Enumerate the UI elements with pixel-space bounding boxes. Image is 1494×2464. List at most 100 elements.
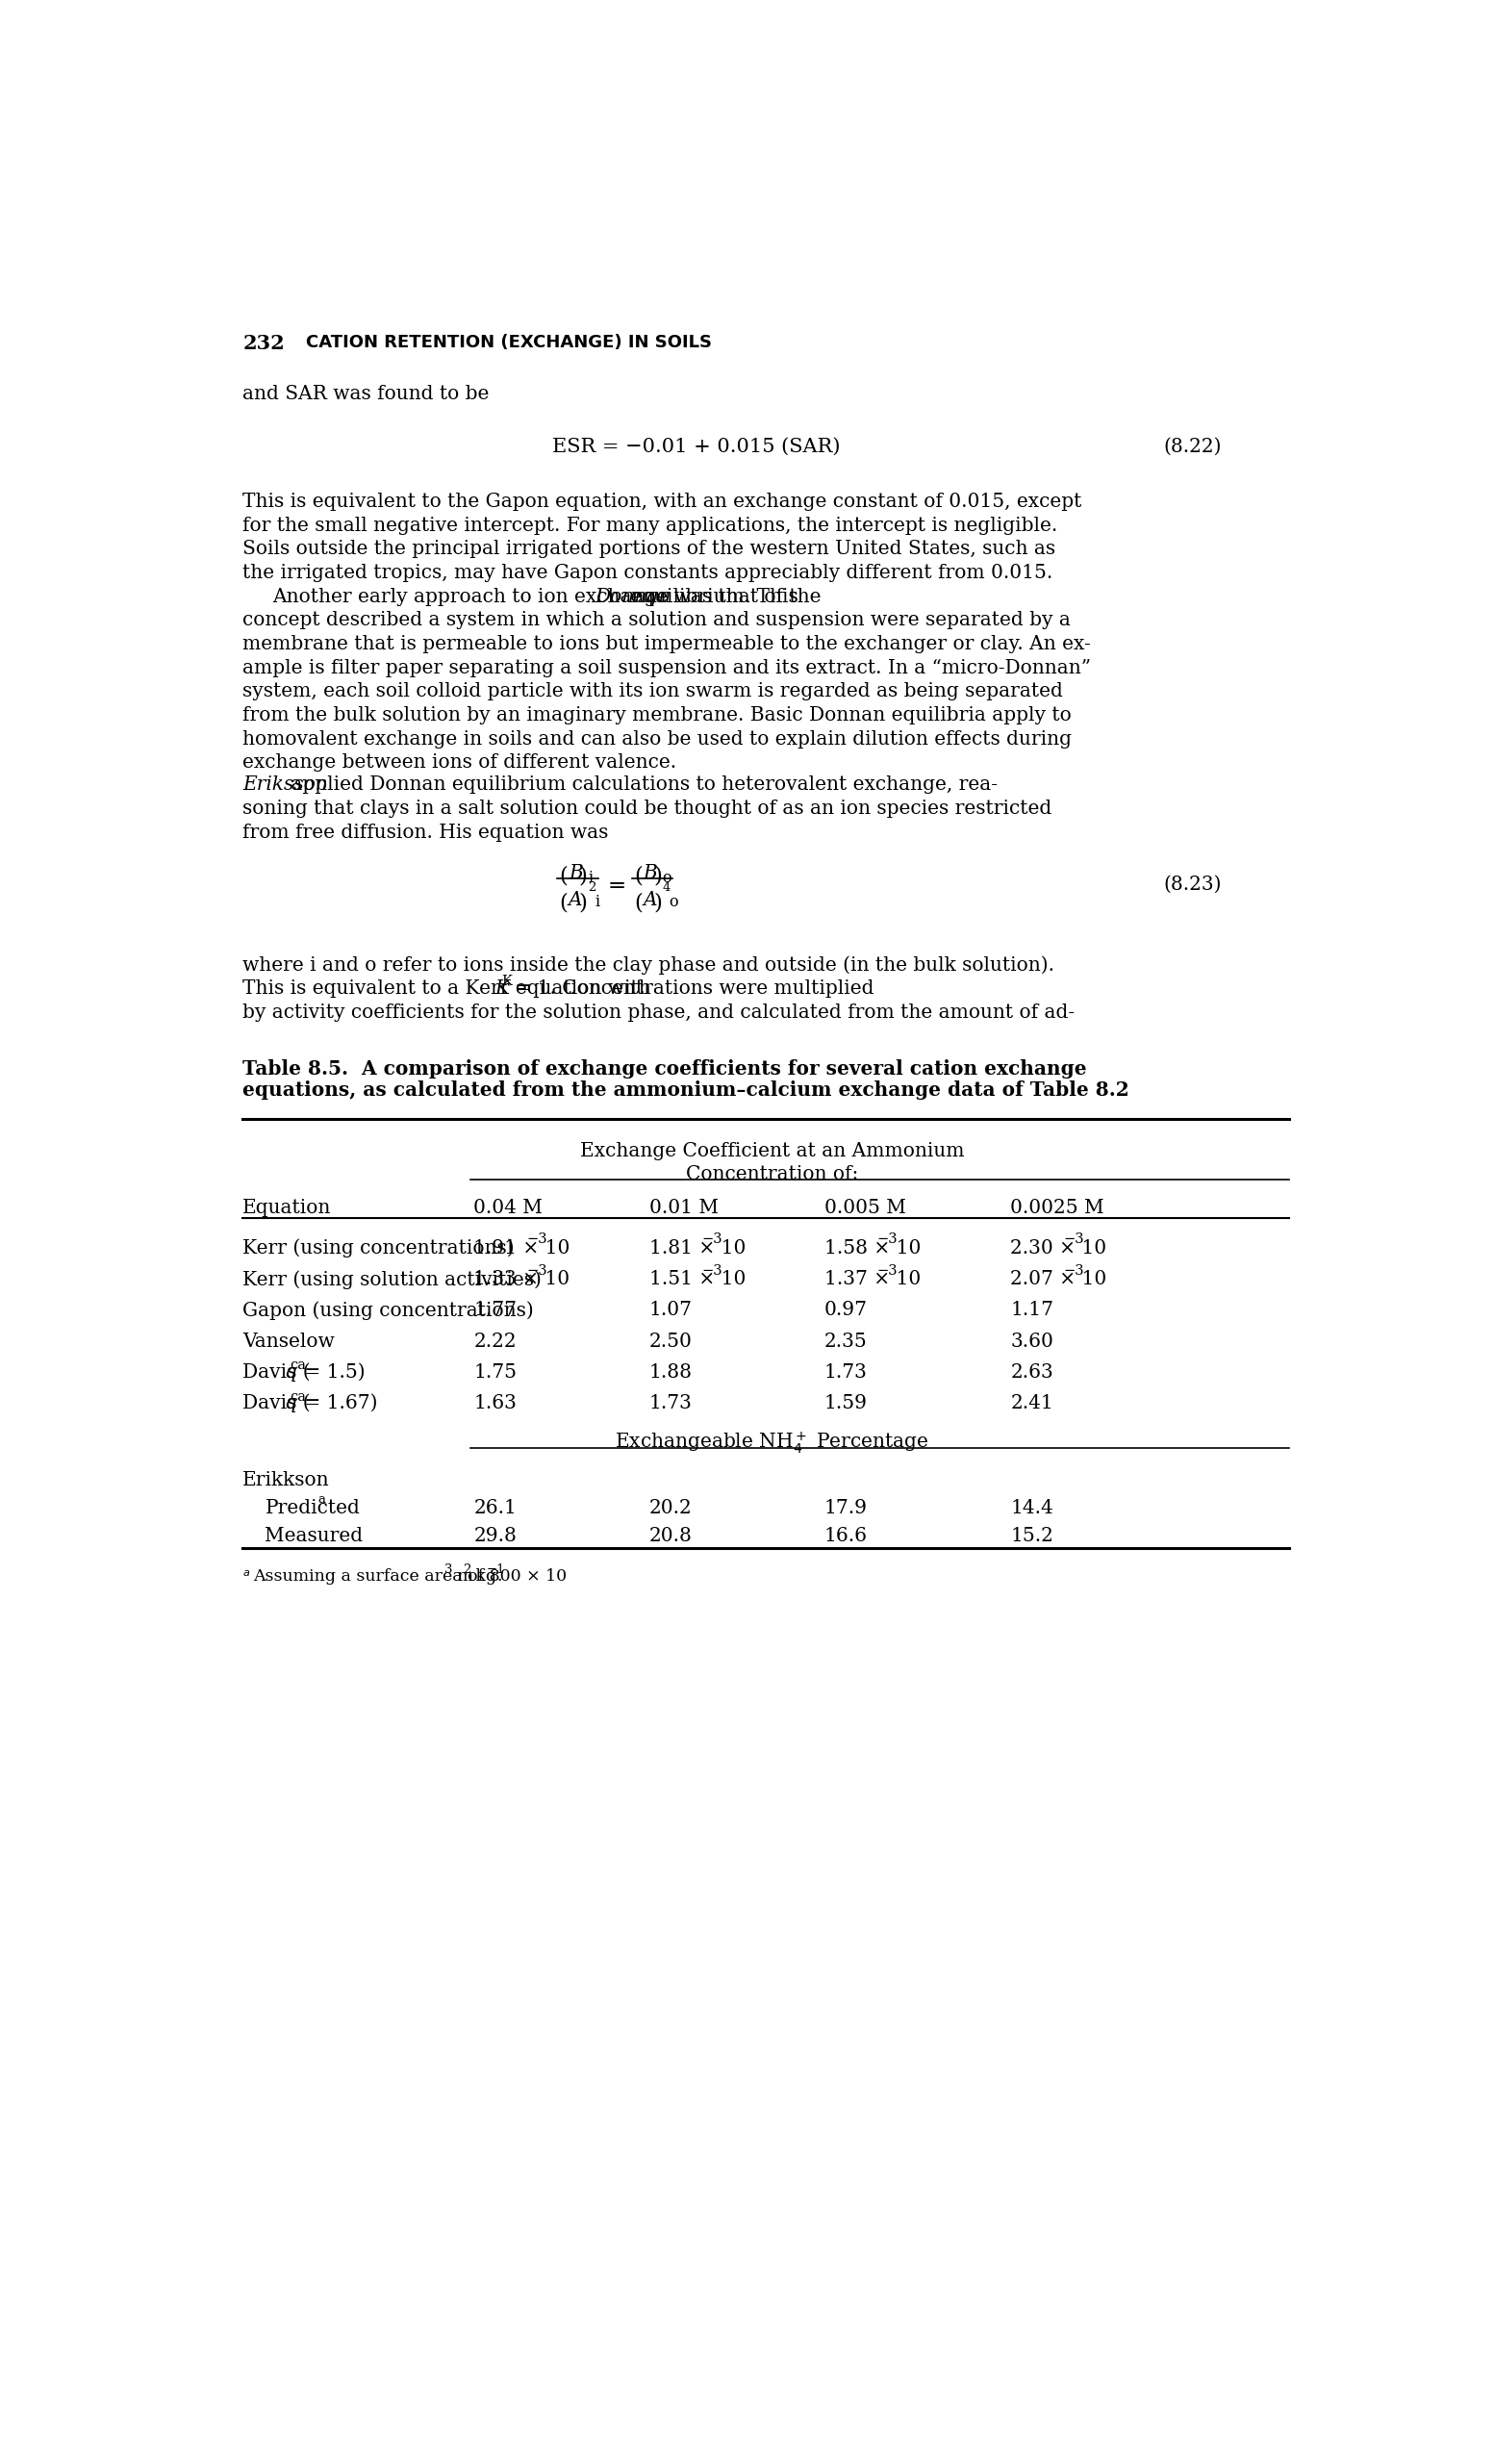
Text: 1.63: 1.63: [474, 1395, 517, 1412]
Text: from free diffusion. His equation was: from free diffusion. His equation was: [242, 823, 608, 840]
Text: (: (: [560, 865, 568, 887]
Text: −3: −3: [526, 1232, 547, 1247]
Text: 3: 3: [445, 1562, 453, 1577]
Text: 20.2: 20.2: [648, 1498, 692, 1518]
Text: = 1. Concentrations were multiplied: = 1. Concentrations were multiplied: [509, 981, 874, 998]
Text: 20.8: 20.8: [648, 1528, 692, 1545]
Text: 1.51 × 10: 1.51 × 10: [648, 1269, 746, 1289]
Text: ): ): [653, 892, 662, 914]
Text: for the small negative intercept. For many applications, the intercept is neglig: for the small negative intercept. For ma…: [242, 517, 1058, 535]
Text: 232: 232: [242, 333, 285, 352]
Text: This is equivalent to the Gapon equation, with an exchange constant of 0.015, ex: This is equivalent to the Gapon equation…: [242, 493, 1082, 510]
Text: Davis (: Davis (: [242, 1363, 311, 1382]
Text: 2: 2: [463, 1562, 472, 1577]
Text: = 1.5): = 1.5): [299, 1363, 365, 1382]
Text: 0.005 M: 0.005 M: [825, 1200, 905, 1217]
Text: 1.58 × 10: 1.58 × 10: [825, 1239, 920, 1257]
Text: Exchangeable NH$_4^+$ Percentage: Exchangeable NH$_4^+$ Percentage: [616, 1429, 929, 1456]
Text: membrane that is permeable to ions but impermeable to the exchanger or clay. An : membrane that is permeable to ions but i…: [242, 636, 1091, 653]
Text: −3: −3: [1064, 1232, 1085, 1247]
Text: 17.9: 17.9: [825, 1498, 868, 1518]
Text: −3: −3: [702, 1264, 723, 1276]
Text: system, each soil colloid particle with its ion swarm is regarded as being separ: system, each soil colloid particle with …: [242, 683, 1064, 700]
Text: 1.17: 1.17: [1010, 1301, 1053, 1318]
Text: exchange between ions of different valence.: exchange between ions of different valen…: [242, 754, 677, 771]
Text: Exchange Coefficient at an Ammonium: Exchange Coefficient at an Ammonium: [580, 1143, 964, 1161]
Text: CATION RETENTION (EXCHANGE) IN SOILS: CATION RETENTION (EXCHANGE) IN SOILS: [306, 333, 713, 350]
Text: 2.35: 2.35: [825, 1333, 867, 1350]
Text: Another early approach to ion exchange was that of the: Another early approach to ion exchange w…: [272, 586, 828, 606]
Text: 15.2: 15.2: [1010, 1528, 1053, 1545]
Text: 1.88: 1.88: [648, 1363, 692, 1382]
Text: ): ): [578, 892, 587, 914]
Text: Eriksson: Eriksson: [242, 776, 329, 793]
Text: (: (: [560, 892, 568, 914]
Text: applied Donnan equilibrium calculations to heterovalent exchange, rea-: applied Donnan equilibrium calculations …: [285, 776, 998, 793]
Text: −3: −3: [1064, 1264, 1085, 1276]
Text: −3: −3: [877, 1232, 898, 1247]
Text: equilibrium. This: equilibrium. This: [624, 586, 798, 606]
Text: 1.81 × 10: 1.81 × 10: [648, 1239, 746, 1257]
Text: ca: ca: [290, 1358, 306, 1372]
Text: ): ): [578, 865, 587, 887]
Text: 4: 4: [662, 882, 671, 894]
Text: ca: ca: [290, 1390, 306, 1404]
Text: 1.73: 1.73: [825, 1363, 868, 1382]
Text: Kerr (using concentrations): Kerr (using concentrations): [242, 1239, 514, 1257]
Text: Predicted: Predicted: [264, 1498, 360, 1518]
Text: concept described a system in which a solution and suspension were separated by : concept described a system in which a so…: [242, 611, 1071, 631]
Text: A: A: [642, 890, 657, 909]
Text: $^a$: $^a$: [242, 1570, 251, 1584]
Text: 29.8: 29.8: [474, 1528, 517, 1545]
Text: A: A: [569, 890, 583, 909]
Text: m: m: [453, 1570, 474, 1584]
Text: Soils outside the principal irrigated portions of the western United States, suc: Soils outside the principal irrigated po…: [242, 540, 1056, 559]
Text: =: =: [608, 875, 626, 897]
Text: o: o: [662, 870, 672, 887]
Text: equations, as calculated from the ammonium–calcium exchange data of Table 8.2: equations, as calculated from the ammoni…: [242, 1079, 1129, 1099]
Text: This is equivalent to a Kerr equation with: This is equivalent to a Kerr equation wi…: [242, 981, 657, 998]
Text: 0.0025 M: 0.0025 M: [1010, 1200, 1104, 1217]
Text: 1.07: 1.07: [648, 1301, 692, 1318]
Text: and SAR was found to be: and SAR was found to be: [242, 384, 490, 404]
Text: 2.50: 2.50: [648, 1333, 692, 1350]
Text: Equation: Equation: [242, 1200, 332, 1217]
Text: 1.77: 1.77: [474, 1301, 517, 1318]
Text: Kerr (using solution activities): Kerr (using solution activities): [242, 1269, 542, 1289]
Text: 1.91 × 10: 1.91 × 10: [474, 1239, 571, 1257]
Text: homovalent exchange in soils and can also be used to explain dilution effects du: homovalent exchange in soils and can als…: [242, 729, 1071, 749]
Text: 1.59: 1.59: [825, 1395, 868, 1412]
Text: by activity coefficients for the solution phase, and calculated from the amount : by activity coefficients for the solutio…: [242, 1003, 1074, 1023]
Text: kg: kg: [471, 1570, 496, 1584]
Text: K: K: [495, 981, 509, 998]
Text: (: (: [633, 865, 642, 887]
Text: ESR = −0.01 + 0.015 (SAR): ESR = −0.01 + 0.015 (SAR): [553, 436, 840, 456]
Text: 1.75: 1.75: [474, 1363, 517, 1382]
Text: 0.97: 0.97: [825, 1301, 868, 1318]
Text: 2: 2: [587, 882, 596, 894]
Text: .: .: [498, 1570, 502, 1584]
Text: 1.33 × 10: 1.33 × 10: [474, 1269, 571, 1289]
Text: 2.07 × 10: 2.07 × 10: [1010, 1269, 1107, 1289]
Text: a: a: [318, 1493, 326, 1506]
Text: from the bulk solution by an imaginary membrane. Basic Donnan equilibria apply t: from the bulk solution by an imaginary m…: [242, 707, 1071, 724]
Text: = 1.67): = 1.67): [299, 1395, 378, 1412]
Text: (8.22): (8.22): [1164, 436, 1222, 456]
Text: (: (: [633, 892, 642, 914]
Text: i: i: [595, 894, 599, 909]
Text: the irrigated tropics, may have Gapon constants appreciably different from 0.015: the irrigated tropics, may have Gapon co…: [242, 564, 1053, 582]
Text: Assuming a surface area of 800 × 10: Assuming a surface area of 800 × 10: [252, 1570, 566, 1584]
Text: 0.01 M: 0.01 M: [648, 1200, 719, 1217]
Text: −3: −3: [877, 1264, 898, 1276]
Text: −3: −3: [526, 1264, 547, 1276]
Text: Donnan: Donnan: [595, 586, 671, 606]
Text: 2.41: 2.41: [1010, 1395, 1053, 1412]
Text: (8.23): (8.23): [1164, 875, 1222, 894]
Text: q: q: [284, 1363, 296, 1382]
Text: Table 8.5.  A comparison of exchange coefficients for several cation exchange: Table 8.5. A comparison of exchange coef…: [242, 1060, 1088, 1079]
Text: −3: −3: [702, 1232, 723, 1247]
Text: 26.1: 26.1: [474, 1498, 517, 1518]
Text: Gapon (using concentrations): Gapon (using concentrations): [242, 1301, 533, 1321]
Text: Vanselow: Vanselow: [242, 1333, 335, 1350]
Text: ample is filter paper separating a soil suspension and its extract. In a “micro-: ample is filter paper separating a soil …: [242, 658, 1091, 678]
